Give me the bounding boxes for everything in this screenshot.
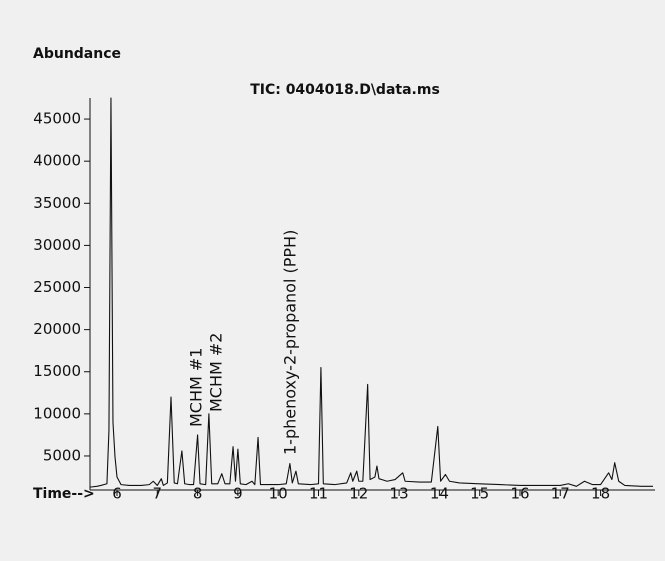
y-tick-label: 35000 — [33, 194, 81, 212]
x-tick-label: 13 — [390, 485, 409, 503]
x-tick-label: 15 — [470, 485, 489, 503]
y-axis-label: Abundance — [33, 46, 121, 62]
x-tick-label: 9 — [233, 485, 243, 503]
y-tick-label: 20000 — [33, 320, 81, 338]
y-tick-label: 45000 — [33, 110, 81, 128]
y-tick-label: 15000 — [33, 362, 81, 380]
x-tick-label: 8 — [193, 485, 203, 503]
chart-title: TIC: 0404018.D\data.ms — [250, 82, 440, 98]
y-tick-label: 5000 — [43, 446, 81, 464]
x-tick-label: 18 — [591, 485, 610, 503]
x-tick-label: 10 — [269, 485, 288, 503]
x-tick-label: 16 — [510, 485, 529, 503]
y-tick-label: 10000 — [33, 404, 81, 422]
peak-annotation: 1-phenoxy-2-propanol (PPH) — [281, 230, 300, 455]
y-tick-label: 40000 — [33, 152, 81, 170]
x-tick-label: 6 — [112, 485, 122, 503]
x-axis-label: Time--> — [33, 486, 95, 502]
x-tick-label: 12 — [349, 485, 368, 503]
y-tick-label: 30000 — [33, 236, 81, 254]
x-tick-label: 7 — [153, 485, 163, 503]
y-tick-label: 25000 — [33, 278, 81, 296]
x-tick-label: 11 — [309, 485, 328, 503]
x-tick-label: 17 — [551, 485, 570, 503]
x-tick-label: 14 — [430, 485, 449, 503]
signal-trace — [89, 97, 653, 488]
peak-annotation: MCHM #1 — [187, 348, 206, 427]
peak-annotation: MCHM #2 — [207, 333, 226, 412]
